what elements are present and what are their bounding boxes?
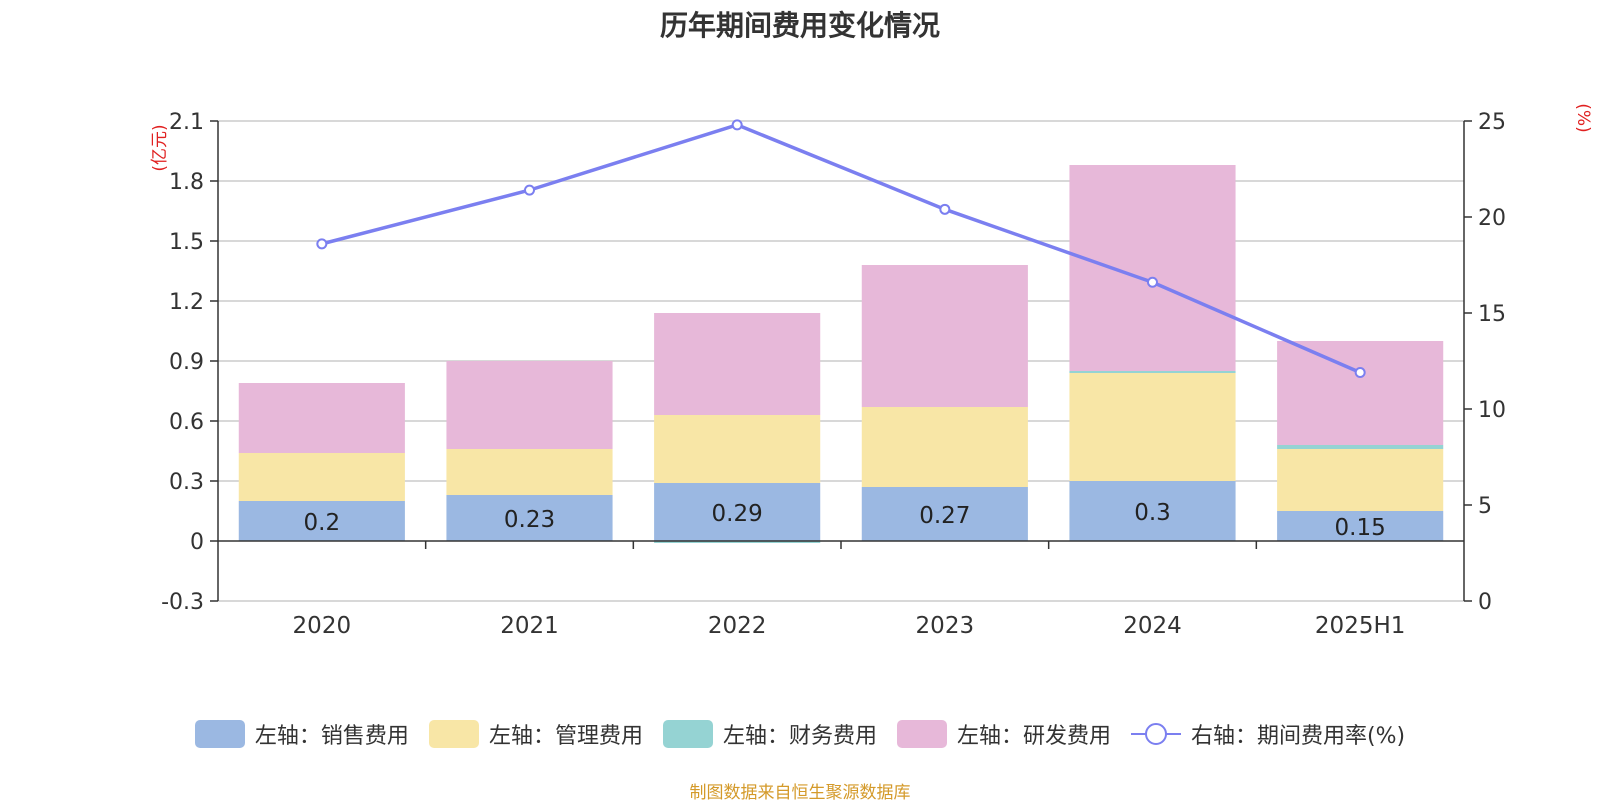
legend-item-series-3[interactable]: 左轴：研发费用 <box>896 718 1111 750</box>
left-axis-tick-label: 2.1 <box>169 110 204 135</box>
right-axis-tick-label: 5 <box>1478 494 1492 519</box>
left-axis-tick-label: -0.3 <box>161 590 204 615</box>
right-axis-tick-label: 20 <box>1478 206 1506 231</box>
rate-line <box>316 119 1366 379</box>
left-axis-unit: (亿元) <box>150 124 170 171</box>
legend-item-series-2[interactable]: 左轴：财务费用 <box>662 718 877 750</box>
bar-2025H1-series-3 <box>1277 341 1444 445</box>
bar-2024-series-1 <box>1069 373 1236 481</box>
left-axis-tick-label: 1.2 <box>169 290 204 315</box>
legend-swatch <box>428 720 479 748</box>
data-label-2021: 0.23 <box>504 507 555 533</box>
bar-2021-series-3 <box>446 361 613 449</box>
rate-point-2020 <box>316 238 328 250</box>
rate-point-2021 <box>524 184 535 196</box>
left-axis-tick-label: 0.6 <box>169 410 204 435</box>
legend-label: 左轴：财务费用 <box>722 724 877 749</box>
right-axis-unit: (%) <box>1573 103 1593 132</box>
x-axis-label-2025H1: 2025H1 <box>1315 613 1405 639</box>
left-axis-tick-label: 0.9 <box>169 350 204 375</box>
left-axis-tick-label: 0.3 <box>169 470 204 495</box>
chart-title: 历年期间费用变化情况 <box>659 9 940 42</box>
rate-point-2025H1 <box>1354 367 1366 379</box>
legend-line-circle <box>1144 723 1167 745</box>
bar-2020-series-1 <box>238 453 405 501</box>
x-axis-label-2024: 2024 <box>1123 613 1182 639</box>
bars <box>238 165 1444 543</box>
data-label-2023: 0.27 <box>919 503 970 529</box>
legend-label: 右轴：期间费用率(%) <box>1190 724 1406 749</box>
legend-label: 左轴：管理费用 <box>488 724 643 749</box>
legend: 左轴：销售费用 左轴：管理费用 左轴：财务费用 左轴：研发费用 右轴：期间费用率(%) <box>0 718 1600 750</box>
data-label-2024: 0.3 <box>1134 500 1171 526</box>
legend-line-marker-icon <box>1130 723 1181 745</box>
bar-2025H1-series-1 <box>1277 449 1444 511</box>
bar-2023-series-1 <box>861 407 1028 487</box>
axes: 2.1 1.8 1.5 1.2 0.9 0.6 0.3 0 -0.3 25 20 15 10 5 0 (亿元)… <box>150 103 1593 639</box>
bar-2024-series-0 <box>1069 481 1236 541</box>
legend-item-series-0[interactable]: 左轴：销售费用 <box>194 718 409 750</box>
legend-label: 左轴：销售费用 <box>254 724 409 749</box>
source-note: 制图数据来自恒生聚源数据库 <box>689 783 911 803</box>
bar-2024-series-2 <box>1069 371 1236 373</box>
legend-item-rate-line[interactable]: 右轴：期间费用率(%) <box>1130 718 1406 750</box>
x-axis-label-2020: 2020 <box>293 613 352 639</box>
legend-swatch <box>662 720 713 748</box>
left-axis-tick-label: 0 <box>190 530 204 555</box>
bar-2022-series-3 <box>654 313 821 415</box>
bar-2021-series-0 <box>446 495 613 541</box>
legend-label: 左轴：研发费用 <box>956 724 1111 749</box>
bar-2022-series-0 <box>654 483 821 541</box>
bar-2022-series-2 <box>654 541 821 543</box>
right-axis-tick-label: 10 <box>1478 398 1506 423</box>
left-axis-tick-label: 1.5 <box>169 230 204 255</box>
bar-2020-series-3 <box>238 383 405 453</box>
rate-point-2023 <box>939 203 951 215</box>
data-label-2025H1: 0.15 <box>1335 515 1386 541</box>
left-axis-tick-label: 1.8 <box>169 170 204 195</box>
data-label-2020: 0.2 <box>304 510 341 536</box>
bar-2021-series-1 <box>446 449 613 495</box>
rate-line-path <box>321 122 1361 375</box>
x-axis-label-2023: 2023 <box>916 613 975 639</box>
grid-lines <box>218 120 1464 602</box>
x-axis-label-2022: 2022 <box>708 613 767 639</box>
rate-point-2022 <box>731 119 743 131</box>
bar-2025H1-series-0 <box>1277 511 1444 541</box>
bar-2025H1-series-2 <box>1277 445 1444 449</box>
bar-2023-series-0 <box>861 487 1028 541</box>
legend-item-series-1[interactable]: 左轴：管理费用 <box>428 718 643 750</box>
right-axis-tick-label: 25 <box>1478 110 1506 135</box>
data-label-2022: 0.29 <box>712 501 763 527</box>
legend-swatch <box>896 720 947 748</box>
bar-2022-series-1 <box>654 415 821 483</box>
bar-2020-series-0 <box>238 501 405 541</box>
legend-swatch <box>194 720 245 748</box>
rate-point-2024 <box>1147 276 1158 288</box>
bar-2023-series-3 <box>861 265 1028 407</box>
x-axis-label-2021: 2021 <box>500 613 559 639</box>
right-axis-tick-label: 15 <box>1478 302 1506 327</box>
bar-2024-series-3 <box>1069 165 1236 371</box>
right-axis-tick-label: 0 <box>1478 590 1492 615</box>
data-labels: 0.2 0.23 0.29 0.27 0.3 0.15 <box>304 500 1386 541</box>
